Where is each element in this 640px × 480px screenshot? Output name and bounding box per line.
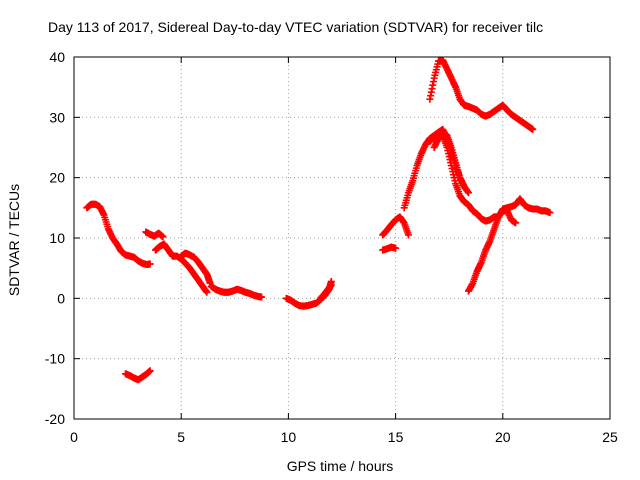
series-s3 bbox=[142, 228, 167, 241]
data-point bbox=[258, 293, 266, 301]
series-s15 bbox=[464, 195, 554, 295]
data-point bbox=[512, 219, 520, 227]
y-tick-label: 0 bbox=[57, 290, 65, 306]
data-point bbox=[327, 281, 335, 289]
series-s10 bbox=[379, 243, 400, 254]
data-point bbox=[159, 233, 167, 241]
series-s6 bbox=[207, 282, 266, 301]
series-s14 bbox=[430, 128, 468, 191]
data-point bbox=[146, 367, 154, 375]
data-point bbox=[404, 231, 412, 239]
chart-title: Day 113 of 2017, Sidereal Day-to-day VTE… bbox=[48, 19, 543, 35]
data-point bbox=[546, 209, 554, 217]
data-point bbox=[464, 189, 472, 197]
y-axis-label: SDTVAR / TECUs bbox=[6, 184, 22, 296]
data-point bbox=[203, 288, 211, 296]
x-tick-label: 15 bbox=[388, 429, 404, 445]
series-s8 bbox=[317, 281, 335, 302]
y-tick-label: 30 bbox=[49, 109, 65, 125]
series-s9 bbox=[379, 213, 412, 239]
data-point bbox=[529, 125, 537, 133]
y-tick-label: -10 bbox=[45, 351, 65, 367]
series-s1 bbox=[83, 200, 154, 269]
axis-ticks: 0 5 10 15 20 25 -20 -10 0 10 20 30 40 bbox=[45, 49, 618, 445]
x-tick-label: 5 bbox=[177, 429, 185, 445]
x-tick-label: 20 bbox=[495, 429, 511, 445]
data-point bbox=[460, 183, 468, 191]
x-tick-label: 25 bbox=[602, 429, 618, 445]
data-points bbox=[83, 56, 554, 384]
grid bbox=[74, 57, 610, 419]
data-point bbox=[146, 260, 154, 268]
series-s2 bbox=[121, 367, 154, 384]
y-tick-label: 10 bbox=[49, 230, 65, 246]
y-tick-label: -20 bbox=[45, 411, 65, 427]
y-tick-label: 40 bbox=[49, 49, 65, 65]
data-point bbox=[392, 244, 400, 252]
x-axis-label: GPS time / hours bbox=[287, 458, 394, 474]
series-s5 bbox=[177, 249, 214, 287]
x-tick-label: 0 bbox=[70, 429, 78, 445]
x-tick-label: 10 bbox=[281, 429, 297, 445]
series-s12 bbox=[426, 56, 537, 133]
y-tick-label: 20 bbox=[49, 170, 65, 186]
